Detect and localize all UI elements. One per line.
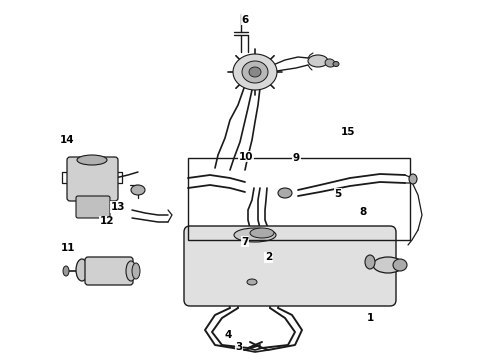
Bar [188,158,410,240]
Text: 10: 10 [239,152,253,162]
Polygon shape [249,67,261,77]
Text: 7: 7 [241,237,249,247]
Polygon shape [242,61,268,83]
Text: 8: 8 [359,207,366,217]
Text: 3: 3 [236,342,243,352]
Ellipse shape [308,55,328,67]
Text: 1: 1 [367,312,373,323]
Text: 13: 13 [110,202,125,212]
Ellipse shape [373,257,403,273]
Text: 4: 4 [224,330,232,340]
Ellipse shape [234,228,276,242]
Text: 9: 9 [293,153,300,163]
Text: 6: 6 [242,15,248,25]
Polygon shape [233,54,277,90]
Ellipse shape [76,259,88,281]
Ellipse shape [409,174,417,184]
Ellipse shape [333,62,339,67]
FancyBboxPatch shape [67,157,118,201]
Text: 2: 2 [265,252,272,262]
Ellipse shape [132,263,140,279]
Text: 15: 15 [341,127,355,138]
Ellipse shape [250,228,274,238]
Text: 11: 11 [60,243,75,253]
Ellipse shape [126,261,136,281]
Ellipse shape [131,185,145,195]
FancyBboxPatch shape [184,226,396,306]
FancyBboxPatch shape [76,196,110,218]
Ellipse shape [77,155,107,165]
Ellipse shape [63,266,69,276]
FancyBboxPatch shape [85,257,133,285]
Text: 12: 12 [99,216,114,226]
Ellipse shape [278,188,292,198]
Ellipse shape [325,59,335,67]
Ellipse shape [365,255,375,269]
Ellipse shape [393,259,407,271]
Ellipse shape [247,279,257,285]
Text: 5: 5 [335,189,342,199]
Text: 14: 14 [60,135,75,145]
